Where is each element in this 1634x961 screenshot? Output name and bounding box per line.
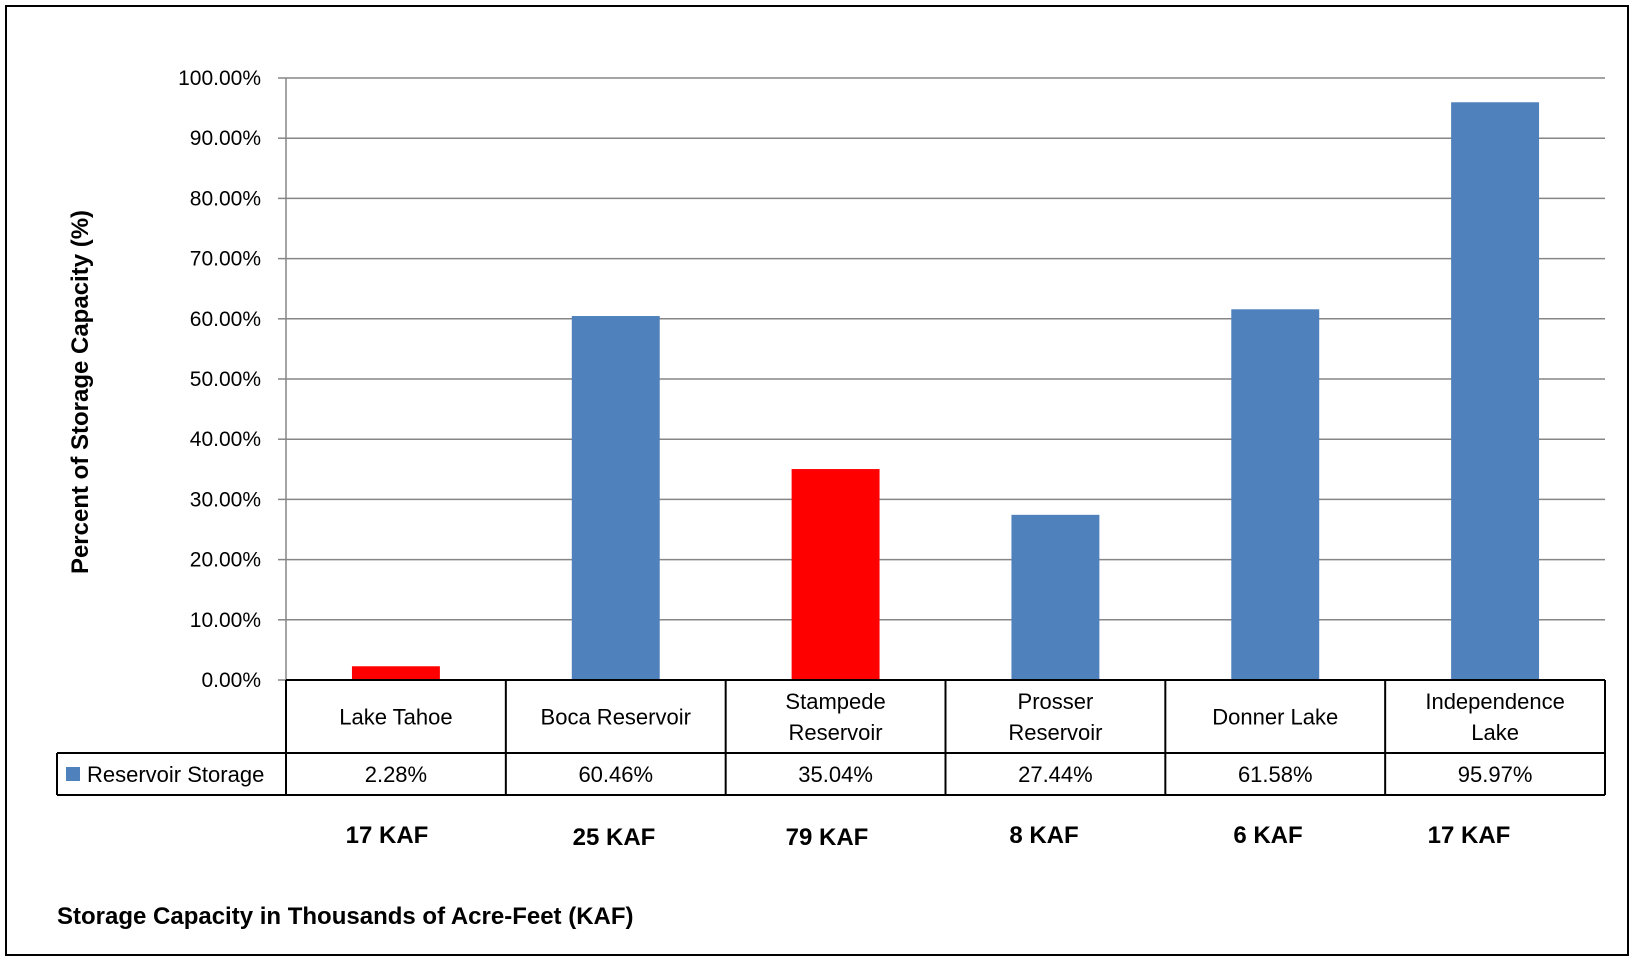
capacity-labels: 17 KAF 25 KAF 79 KAF 8 KAF 6 KAF 17 KAF [346, 822, 1511, 851]
bar [1451, 102, 1540, 680]
capacity-label: 17 KAF [1428, 822, 1511, 849]
capacity-label: 79 KAF [786, 824, 869, 851]
bar [1231, 309, 1320, 680]
bar [571, 316, 660, 680]
capacity-label: 8 KAF [1009, 822, 1078, 849]
capacity-label: 6 KAF [1233, 822, 1302, 849]
category-label: Boca Reservoir [541, 705, 691, 730]
gridlines [286, 77, 1605, 621]
y-tick-label: 60.00% [190, 308, 261, 331]
y-tick-label: 80.00% [190, 187, 261, 210]
y-tick-label: 20.00% [190, 549, 261, 572]
data-table: Lake Tahoe Boca Reservoir Stampede Reservoi… [56, 679, 1606, 796]
value-label: 27.44% [1018, 762, 1093, 787]
category-label: Lake Tahoe [339, 705, 452, 730]
value-label: 61.58% [1238, 762, 1313, 787]
legend-label: Reservoir Storage [87, 762, 264, 787]
y-tick-label: 70.00% [190, 248, 261, 271]
legend-swatch [66, 767, 80, 781]
value-label: 35.04% [798, 762, 873, 787]
y-tick-label: 100.00% [178, 67, 261, 90]
category-label: Reservoir [789, 720, 883, 745]
footer-label: Storage Capacity in Thousands of Acre-Fe… [57, 903, 634, 930]
y-tick-label: 30.00% [190, 488, 261, 511]
category-label: Donner Lake [1212, 705, 1338, 730]
category-label: Stampede [785, 689, 885, 714]
axes: 0.00% 10.00% 20.00% 30.00% 40.00% 50.00% 60.00… [178, 67, 287, 692]
y-axis-label: Percent of Storage Capacity (%) [67, 210, 94, 574]
value-label: 95.97% [1458, 762, 1533, 787]
bar [351, 666, 440, 680]
bar [1011, 514, 1100, 680]
category-label: Independence [1425, 689, 1564, 714]
bar [791, 469, 880, 680]
category-label: Lake [1471, 720, 1519, 745]
bars [351, 102, 1540, 680]
y-tick-label: 90.00% [190, 127, 261, 150]
y-tick-label: 0.00% [201, 669, 261, 692]
value-label: 2.28% [365, 762, 427, 787]
category-label: Reservoir [1008, 720, 1102, 745]
capacity-label: 17 KAF [346, 822, 429, 849]
y-tick-label: 10.00% [190, 609, 261, 632]
y-tick-label: 50.00% [190, 368, 261, 391]
category-label: Prosser [1018, 689, 1094, 714]
capacity-label: 25 KAF [573, 824, 656, 851]
value-label: 60.46% [578, 762, 653, 787]
y-tick-label: 40.00% [190, 428, 261, 451]
